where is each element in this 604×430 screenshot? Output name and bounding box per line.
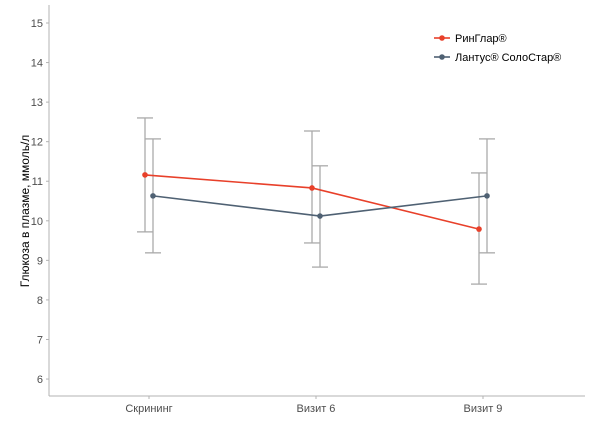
- axes: 6 7 8 9 10 11 12 13 14 15 Скрининг Визит 6 Визит 9: [31, 5, 585, 415]
- y-tick-label: 13: [31, 97, 43, 109]
- legend-item: Лантус® СолоСтар®: [434, 52, 561, 64]
- y-tick-label: 8: [37, 295, 43, 307]
- data-point: [317, 213, 323, 219]
- y-tick-label: 15: [31, 18, 43, 30]
- legend-marker-icon: [439, 35, 445, 41]
- data-point: [309, 185, 315, 191]
- y-axis-label: Глюкоза в плазме, ммоль/л: [18, 135, 32, 288]
- y-tick-label: 11: [32, 176, 43, 188]
- data-point: [142, 172, 148, 178]
- data-point: [484, 193, 490, 199]
- y-tick-label: 12: [31, 137, 43, 149]
- y-tick-label: 10: [31, 216, 43, 228]
- data-point: [150, 193, 156, 199]
- legend-label: Лантус® СолоСтар®: [455, 52, 561, 64]
- x-tick-label: Визит 6: [297, 403, 336, 415]
- y-tick-label: 9: [37, 255, 43, 267]
- y-tick-label: 14: [31, 58, 43, 70]
- legend-label: РинГлар®: [455, 33, 507, 45]
- legend: РинГлар® Лантус® СолоСтар®: [434, 33, 561, 64]
- legend-marker-icon: [439, 54, 445, 60]
- y-tick-label: 7: [37, 334, 43, 346]
- x-tick-label: Скрининг: [125, 403, 172, 415]
- series-lines: [142, 172, 490, 232]
- data-point: [476, 226, 482, 232]
- legend-item: РинГлар®: [434, 33, 507, 45]
- y-tick-label: 6: [37, 374, 43, 386]
- x-tick-label: Визит 9: [464, 403, 503, 415]
